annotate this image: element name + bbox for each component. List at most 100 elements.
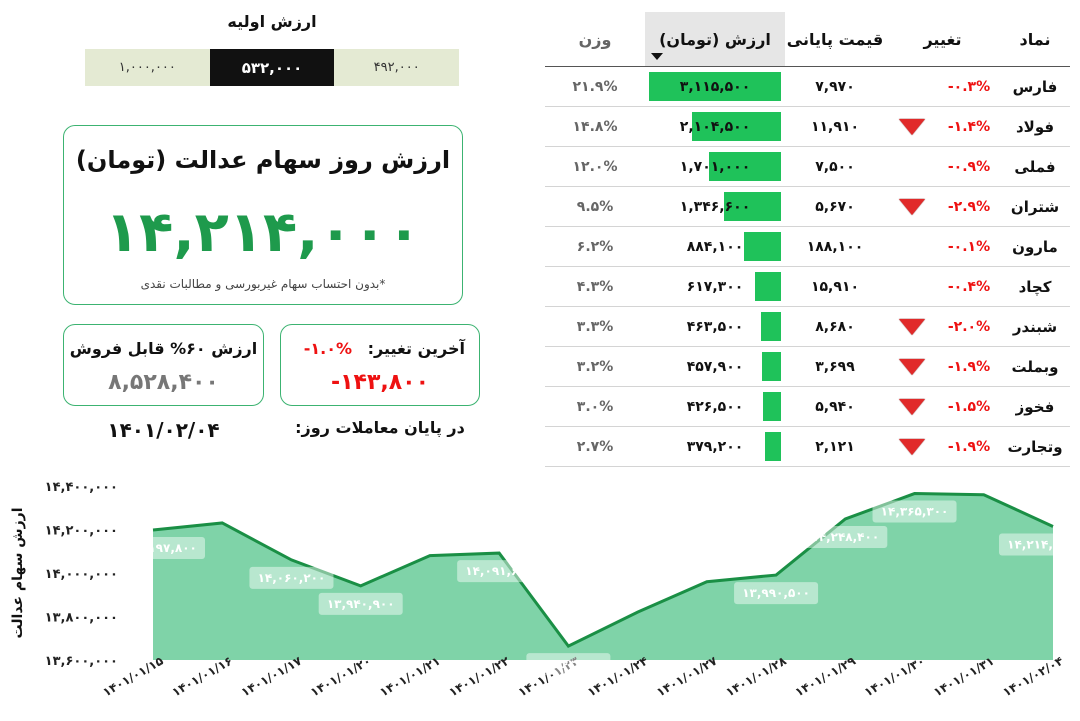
trend-slot bbox=[885, 198, 938, 215]
weight-cell: ۳.۳% bbox=[576, 318, 614, 335]
x-tick-label: ۱۴۰۱/۰۱/۱۷ bbox=[239, 653, 305, 699]
value-bar bbox=[755, 272, 781, 301]
price-cell: ۸,۶۸۰ bbox=[815, 318, 855, 335]
value-cell: ۸۸۴,۱۰۰ bbox=[645, 227, 785, 266]
table-row[interactable]: فخوز -۱.۵% ۵,۹۴۰ ۴۲۶,۵۰۰ ۳.۰% bbox=[545, 387, 1070, 427]
table-row[interactable]: وبملت -۱.۹% ۳,۶۹۹ ۴۵۷,۹۰۰ ۳.۲% bbox=[545, 347, 1070, 387]
change-percent: -۱.۹% bbox=[947, 438, 991, 455]
value-bar bbox=[765, 432, 781, 461]
data-label: ۱۴,۲۴۸,۴۰۰ bbox=[811, 530, 879, 544]
column-header-symbol[interactable]: نماد bbox=[1019, 29, 1051, 49]
price-cell: ۱۱,۹۱۰ bbox=[810, 118, 860, 135]
price-cell: ۵,۹۴۰ bbox=[815, 398, 855, 415]
x-tick-label: ۱۴۰۱/۰۱/۳۰ bbox=[862, 654, 927, 700]
table-header: نماد تغییر قیمت پایانی ارزش (تومان) وزن bbox=[545, 12, 1070, 67]
weight-cell: ۲۱.۹% bbox=[572, 78, 618, 95]
value-text: ۳,۱۱۵,۵۰۰ bbox=[679, 78, 751, 95]
data-label-box bbox=[249, 566, 334, 589]
symbol-cell: کچاد bbox=[1018, 277, 1052, 296]
holdings-table: نماد تغییر قیمت پایانی ارزش (تومان) وزن … bbox=[545, 12, 1070, 467]
initial-value-selector[interactable]: ۱,۰۰۰,۰۰۰ ۵۳۲,۰۰۰ ۴۹۲,۰۰۰ bbox=[85, 49, 460, 86]
y-tick-label: ۱۳,۶۰۰,۰۰۰ bbox=[45, 654, 118, 669]
price-cell: ۳,۶۹۹ bbox=[815, 358, 855, 375]
symbol-cell: فارس bbox=[1012, 77, 1058, 96]
column-header-value[interactable]: ارزش (تومان) bbox=[645, 12, 785, 66]
change-percent: -۱.۴% bbox=[947, 118, 991, 135]
change-percent: -۱.۹% bbox=[947, 358, 991, 375]
portfolio-value: ۱۴,۲۱۴,۰۰۰ bbox=[105, 200, 421, 265]
weight-cell: ۲.۷% bbox=[576, 438, 614, 455]
trend-slot bbox=[885, 318, 938, 335]
x-tick-label: ۱۴۰۱/۰۱/۲۱ bbox=[377, 654, 442, 700]
weight-cell: ۳.۲% bbox=[576, 358, 614, 375]
table-row[interactable]: وتجارت -۱.۹% ۲,۱۲۱ ۳۷۹,۲۰۰ ۲.۷% bbox=[545, 427, 1070, 467]
column-header-change[interactable]: تغییر bbox=[885, 12, 1000, 66]
sellable-value-title: ارزش ۶۰% قابل فروش bbox=[69, 339, 258, 358]
value-text: ۸۸۴,۱۰۰ bbox=[686, 238, 744, 255]
y-tick-label: ۱۳,۸۰۰,۰۰۰ bbox=[45, 611, 118, 626]
symbol-cell: شتران bbox=[1010, 197, 1060, 216]
column-header-change-label: تغییر bbox=[923, 29, 962, 49]
data-label: ۱۴,۳۶۵,۳۰۰ bbox=[881, 505, 949, 519]
symbol-cell: شبندر bbox=[1012, 317, 1058, 336]
x-tick-label: ۱۴۰۱/۰۱/۲۲ bbox=[446, 653, 512, 699]
trading-date-label: در پایان معاملات روز: bbox=[295, 418, 465, 437]
down-arrow-icon bbox=[898, 398, 925, 415]
y-tick-label: ۱۴,۲۰۰,۰۰۰ bbox=[45, 524, 118, 539]
table-row[interactable]: فملی -۰.۹% ۷,۵۰۰ ۱,۷۰۱,۰۰۰ ۱۲.۰% bbox=[545, 147, 1070, 187]
weight-cell: ۳.۰% bbox=[576, 398, 614, 415]
change-cell: -۰.۱% bbox=[885, 227, 1000, 266]
portfolio-value-title: ارزش روز سهام عدالت (تومان) bbox=[75, 146, 451, 174]
column-header-weight[interactable]: وزن bbox=[578, 29, 612, 49]
price-cell: ۵,۶۷۰ bbox=[815, 198, 855, 215]
value-bar bbox=[762, 352, 781, 381]
portfolio-value-note: *بدون احتساب سهام غیربورسی و مطالبات نقد… bbox=[140, 277, 386, 291]
change-percent: -۰.۱% bbox=[947, 238, 991, 255]
value-text: ۴۲۶,۵۰۰ bbox=[686, 398, 744, 415]
value-text: ۱,۳۴۶,۶۰۰ bbox=[679, 198, 751, 215]
table-row[interactable]: فولاد -۱.۴% ۱۱,۹۱۰ ۲,۱۰۴,۵۰۰ ۱۴.۸% bbox=[545, 107, 1070, 147]
table-body: فارس -۰.۳% ۷,۹۷۰ ۳,۱۱۵,۵۰۰ ۲۱.۹% فولاد -۱.۴% ۱۱… bbox=[545, 67, 1070, 467]
initial-value-option-492000[interactable]: ۴۹۲,۰۰۰ bbox=[334, 49, 460, 86]
table-row[interactable]: فارس -۰.۳% ۷,۹۷۰ ۳,۱۱۵,۵۰۰ ۲۱.۹% bbox=[545, 67, 1070, 107]
price-cell: ۷,۹۷۰ bbox=[815, 78, 855, 95]
weight-cell: ۶.۲% bbox=[576, 238, 614, 255]
value-cell: ۴۲۶,۵۰۰ bbox=[645, 387, 785, 426]
table-row[interactable]: کچاد -۰.۴% ۱۵,۹۱۰ ۶۱۷,۳۰۰ ۴.۳% bbox=[545, 267, 1070, 307]
sort-desc-icon bbox=[651, 53, 663, 60]
down-arrow-icon bbox=[898, 358, 925, 375]
symbol-cell: مارون bbox=[1012, 237, 1058, 256]
value-text: ۶۱۷,۳۰۰ bbox=[686, 278, 744, 295]
value-cell: ۲,۱۰۴,۵۰۰ bbox=[645, 107, 785, 146]
initial-value-option-1000000[interactable]: ۱,۰۰۰,۰۰۰ bbox=[85, 49, 210, 86]
data-label: ۱۴,۱۹۷,۸۰۰ bbox=[129, 541, 197, 555]
table-row[interactable]: مارون -۰.۱% ۱۸۸,۱۰۰ ۸۸۴,۱۰۰ ۶.۲% bbox=[545, 227, 1070, 267]
data-label: ۱۴,۰۶۰,۲۰۰ bbox=[258, 571, 326, 585]
value-text: ۳۷۹,۲۰۰ bbox=[686, 438, 744, 455]
change-cell: -۱.۵% bbox=[885, 387, 1000, 426]
symbol-cell: فولاد bbox=[1015, 117, 1055, 136]
column-header-price[interactable]: قیمت پایانی bbox=[786, 29, 884, 49]
initial-value-option-532000[interactable]: ۵۳۲,۰۰۰ bbox=[209, 49, 335, 86]
table-row[interactable]: شتران -۲.۹% ۵,۶۷۰ ۱,۳۴۶,۶۰۰ ۹.۵% bbox=[545, 187, 1070, 227]
last-change-value: -۱۴۳,۸۰۰ bbox=[330, 370, 430, 395]
change-cell: -۰.۴% bbox=[885, 267, 1000, 306]
data-label-box bbox=[803, 525, 888, 548]
change-percent: -۲.۹% bbox=[947, 198, 991, 215]
value-cell: ۴۵۷,۹۰۰ bbox=[645, 347, 785, 386]
last-change-percent: -۱.۰% bbox=[303, 339, 353, 358]
sellable-value-card: ارزش ۶۰% قابل فروش ۸,۵۲۸,۴۰۰ bbox=[63, 324, 264, 406]
table-row[interactable]: شبندر -۲.۰% ۸,۶۸۰ ۴۶۳,۵۰۰ ۳.۳% bbox=[545, 307, 1070, 347]
change-percent: -۲.۰% bbox=[947, 318, 991, 335]
data-label-box bbox=[526, 653, 611, 676]
last-change-card: آخرین تغییر: -۱.۰% -۱۴۳,۸۰۰ bbox=[280, 324, 480, 406]
data-label-box bbox=[872, 500, 957, 523]
price-cell: ۱۵,۹۱۰ bbox=[810, 278, 860, 295]
value-history-chart: ۱۴,۴۰۰,۰۰۰ ۱۴,۲۰۰,۰۰۰ ۱۴,۰۰۰,۰۰۰ ۱۳,۸۰۰,۰۰۰… bbox=[10, 480, 1080, 700]
data-label: ۱۳,۹۹۰,۵۰۰ bbox=[742, 586, 810, 600]
value-bar bbox=[763, 392, 781, 421]
x-tick-label: ۱۴۰۱/۰۱/۲۷ bbox=[654, 653, 720, 699]
price-cell: ۷,۵۰۰ bbox=[815, 158, 855, 175]
change-percent: -۰.۴% bbox=[947, 278, 991, 295]
change-cell: -۱.۹% bbox=[885, 427, 1000, 466]
